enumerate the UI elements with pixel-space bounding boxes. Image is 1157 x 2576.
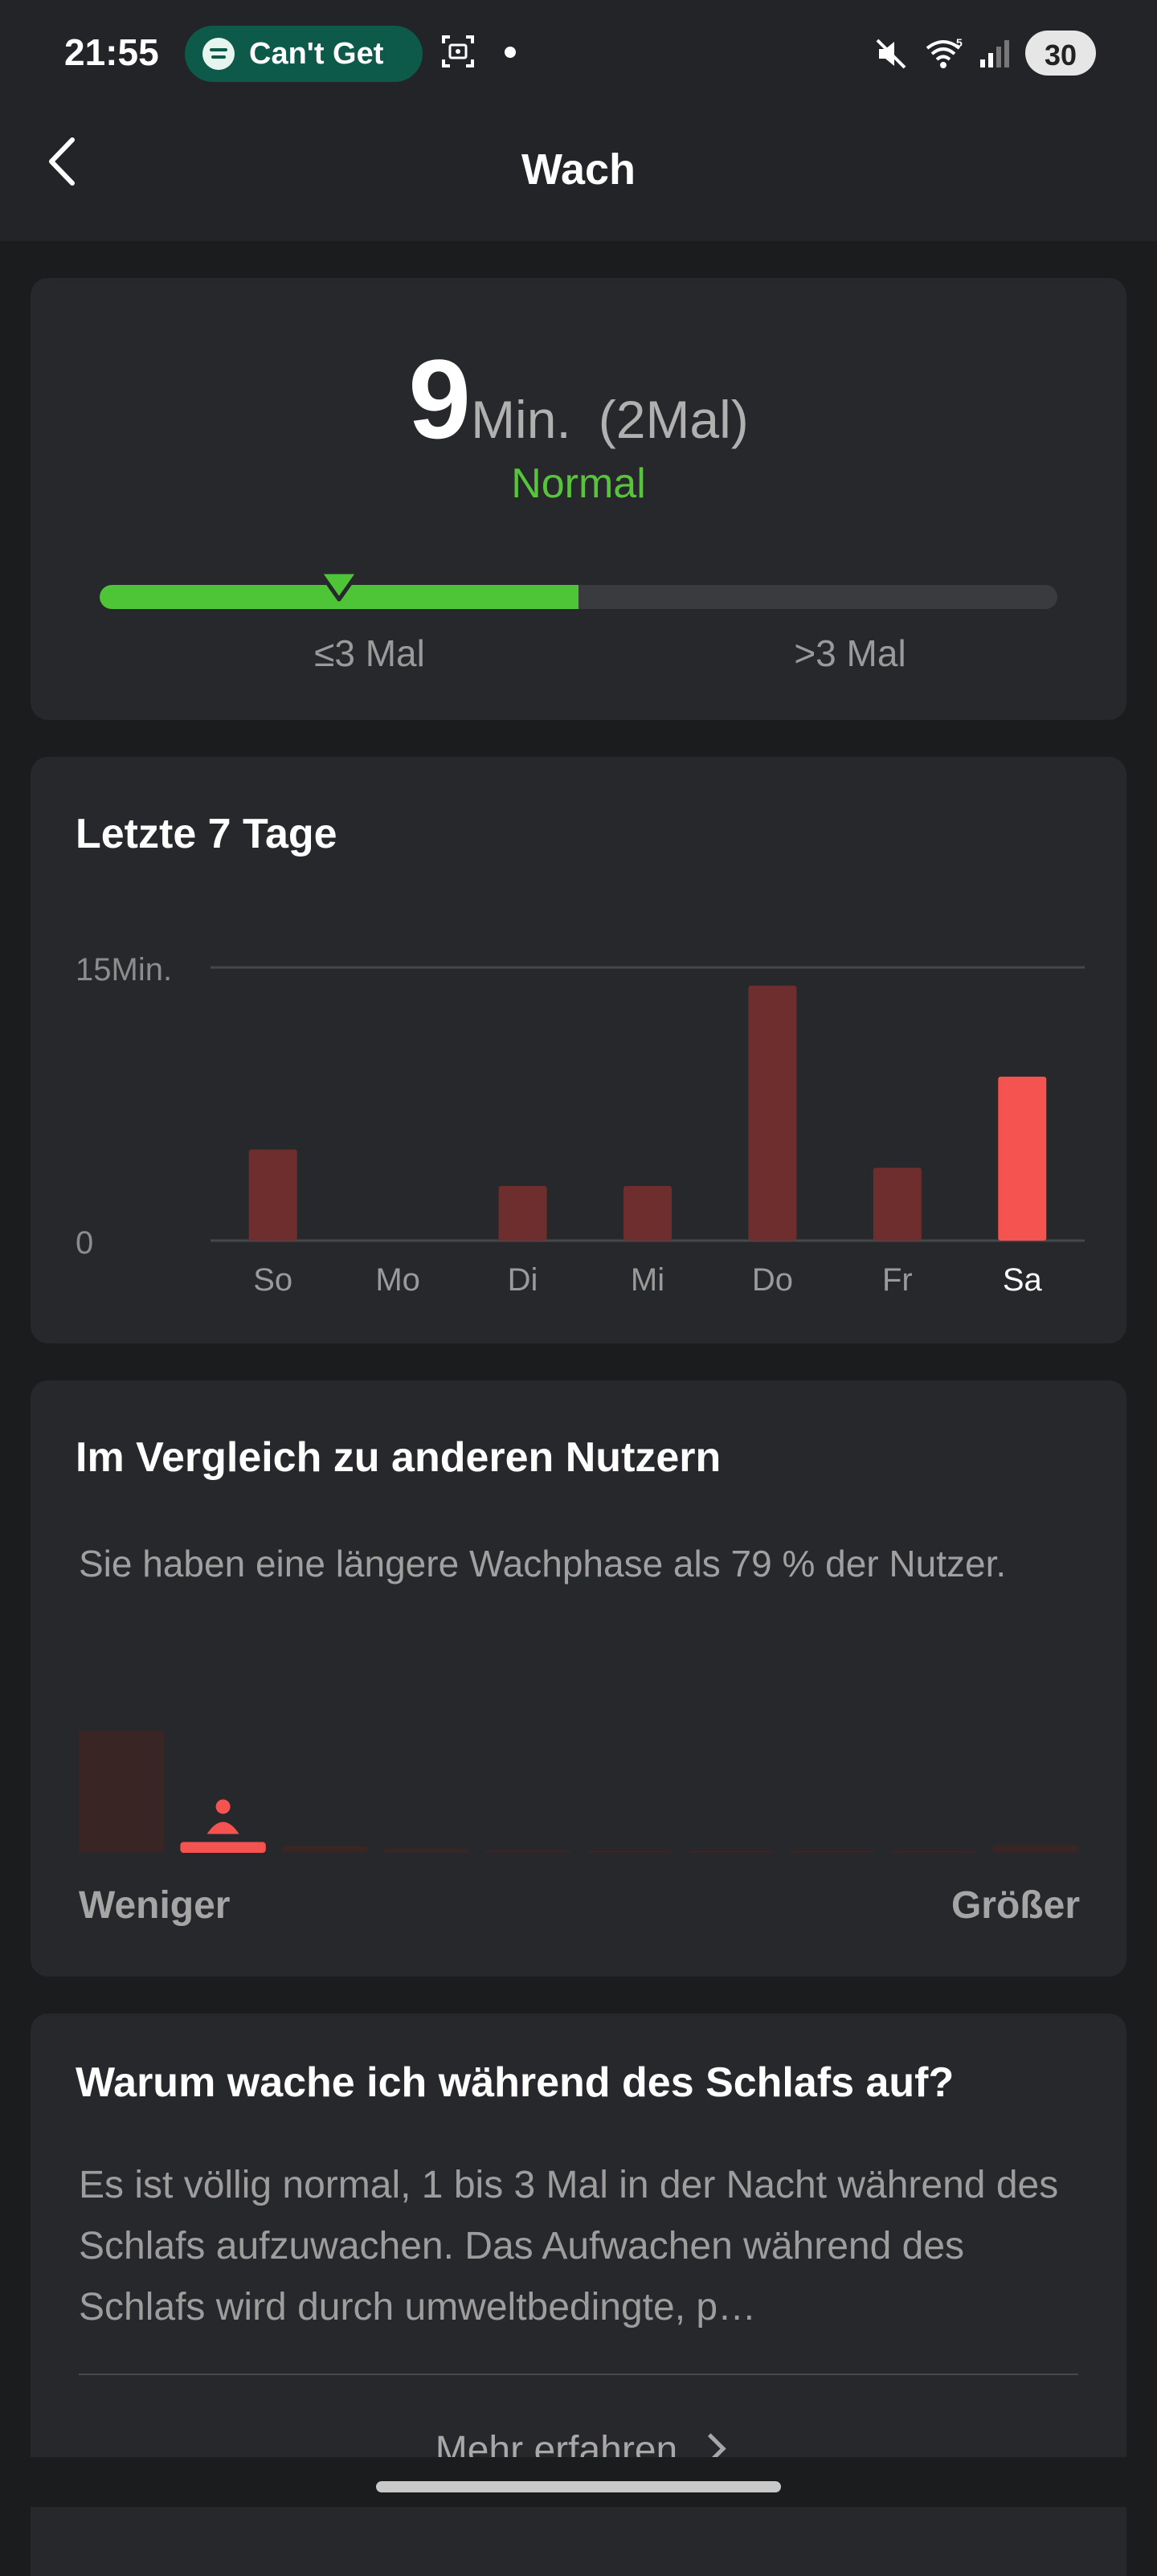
- range-track: [100, 585, 1057, 609]
- why-text: Es ist völlig normal, 1 bis 3 Mal in der…: [79, 2164, 1059, 2329]
- y-tick-label: 15Min.: [76, 952, 172, 987]
- status-time: 21:55: [64, 31, 159, 73]
- back-arrow-icon[interactable]: [42, 133, 90, 190]
- bar-so: [248, 1149, 297, 1241]
- distribution-bin: [992, 1844, 1078, 1853]
- compare-card: Im Vergleich zu anderen Nutzern Sie habe…: [31, 1380, 1126, 1977]
- mute-icon: [876, 39, 906, 69]
- screenshot-icon: [442, 35, 474, 67]
- bar-fr: [873, 1167, 922, 1241]
- more-label: Größer: [951, 1884, 1080, 1927]
- status-bar: 21:55 Can't Get 5 30: [0, 0, 1157, 104]
- summary-card: 9Min. (2Mal) Normal ≤3 Mal >3 Mal: [31, 278, 1126, 720]
- why-title: Warum wache ich während des Schlafs auf?: [76, 2059, 955, 2106]
- x-tick-label-mi: Mi: [631, 1262, 664, 1298]
- less-label: Weniger: [79, 1884, 231, 1927]
- distribution-bin: [891, 1850, 977, 1853]
- distribution-bin: [789, 1850, 876, 1853]
- distribution-bin: [79, 1731, 165, 1853]
- distribution-chart: [79, 1731, 1078, 1853]
- x-tick-label-do: Do: [752, 1262, 793, 1298]
- x-tick-label-mo: Mo: [375, 1262, 420, 1298]
- week-chart-title: Letzte 7 Tage: [76, 811, 337, 857]
- status-label: Normal: [511, 460, 646, 507]
- range-marker-icon: [317, 570, 361, 602]
- week-bar-chart: 15Min. 0 So Mo Di Mi Do Fr Sa: [76, 952, 1085, 1298]
- duration-unit: Min.: [471, 390, 571, 449]
- bar-di: [498, 1186, 547, 1241]
- media-pill-text: Can't Get: [249, 37, 384, 71]
- y-tick-label: 0: [76, 1225, 93, 1261]
- wifi-icon: 5: [926, 36, 963, 68]
- signal-icon: [980, 40, 1009, 67]
- page-title: Wach: [521, 145, 636, 194]
- battery-level: 30: [1044, 39, 1077, 72]
- distribution-bin: [383, 1848, 469, 1853]
- bar-mi: [623, 1186, 672, 1241]
- range-low-label: ≤3 Mal: [314, 632, 425, 674]
- range-high-label: >3 Mal: [794, 632, 906, 674]
- home-indicator[interactable]: [376, 2481, 781, 2492]
- person-icon: [206, 1799, 239, 1834]
- week-chart-card: Letzte 7 Tage 15Min. 0 So Mo Di Mi Do Fr Sa: [31, 757, 1126, 1343]
- distribution-bin: [180, 1842, 266, 1853]
- x-tick-label-di: Di: [508, 1262, 538, 1298]
- duration-value: 9: [408, 336, 472, 462]
- navigation-bar: [0, 2457, 1157, 2507]
- distribution-bin: [688, 1850, 774, 1853]
- distribution-bin: [587, 1850, 673, 1853]
- x-tick-label-sa: Sa: [1003, 1262, 1043, 1298]
- spotify-icon: [202, 38, 235, 70]
- dot-icon: [505, 47, 516, 58]
- x-tick-label-fr: Fr: [882, 1262, 913, 1298]
- svg-text:5: 5: [956, 36, 963, 49]
- bar-sa: [998, 1077, 1047, 1241]
- media-pill[interactable]: Can't Get: [185, 26, 423, 82]
- compare-title: Im Vergleich zu anderen Nutzern: [76, 1434, 722, 1481]
- compare-description: Sie haben eine längere Wachphase als 79 …: [79, 1543, 1007, 1584]
- x-tick-label-so: So: [253, 1262, 292, 1298]
- bar-do: [748, 985, 797, 1241]
- distribution-bin: [281, 1846, 368, 1853]
- divider: [79, 2374, 1078, 2375]
- distribution-bin: [484, 1850, 570, 1853]
- wake-count: (2Mal): [598, 390, 749, 449]
- battery-icon: 30: [1025, 31, 1096, 76]
- duration-display: 9Min. (2Mal): [31, 334, 1126, 464]
- app-header: Wach: [0, 104, 1157, 241]
